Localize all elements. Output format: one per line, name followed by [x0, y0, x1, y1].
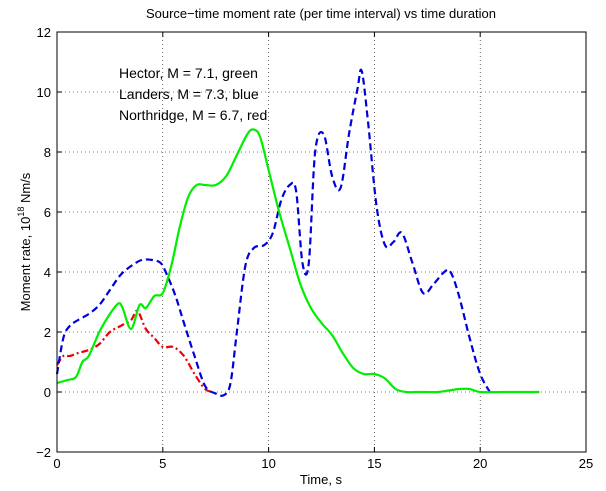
x-tick-label: 5 [159, 456, 166, 471]
y-tick-label: −2 [36, 445, 51, 460]
y-tick-label: 6 [44, 205, 51, 220]
y-tick-label: 12 [37, 25, 51, 40]
series-blue-dashed [55, 68, 492, 397]
x-tick-label: 25 [579, 456, 593, 471]
annotation-northridge: Northridge, M = 6.7, red [119, 107, 267, 123]
x-axis-label: Time, s [300, 472, 343, 487]
x-tick-label: 0 [53, 456, 60, 471]
y-tick-label: 0 [44, 385, 51, 400]
y-tick-label: 10 [37, 85, 51, 100]
y-tick-label: 2 [44, 325, 51, 340]
chart-title: Source−time moment rate (per time interv… [146, 6, 496, 21]
y-tick-label: 8 [44, 145, 51, 160]
y-axis-label-unit: Nm/s [18, 172, 33, 206]
plot-frame [56, 31, 587, 453]
series-red-dashdot [56, 309, 214, 394]
series-layer [55, 68, 540, 397]
x-tick-label: 15 [367, 456, 381, 471]
x-tick-label: 20 [473, 456, 487, 471]
series-green-solid [56, 128, 540, 394]
annotation-hector: Hector, M = 7.1, green [119, 65, 258, 81]
annotation-landers: Landers, M = 7.3, blue [119, 86, 259, 102]
x-tick-label: 10 [261, 456, 275, 471]
y-axis-label: Moment rate, 1018 Nm/s [16, 172, 33, 311]
y-axis-label-main: Moment rate, 10 [18, 217, 33, 312]
y-tick-label: 4 [44, 265, 51, 280]
y-axis-label-exponent: 18 [16, 207, 26, 217]
